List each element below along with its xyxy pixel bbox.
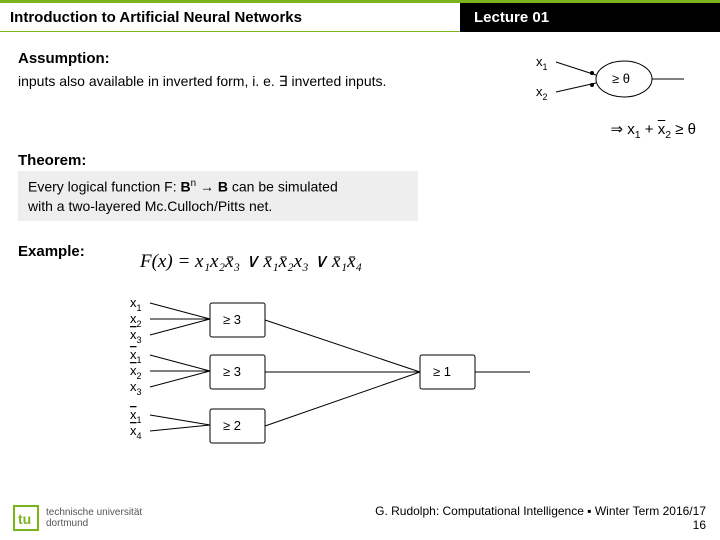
theorem-line1-post: can be simulated <box>228 179 338 195</box>
impl-plus: + <box>641 121 658 138</box>
hidden-neuron-label: ≥ 2 <box>223 418 241 433</box>
implication-arrow: ⇒ <box>611 121 624 138</box>
theorem-B1: B <box>181 179 191 195</box>
hidden-to-output-wire <box>265 372 420 426</box>
dot-x2 <box>590 83 594 87</box>
net-input-wire <box>150 355 210 371</box>
impl-geq: ≥ θ <box>671 121 696 138</box>
hidden-neuron-label: ≥ 3 <box>223 364 241 379</box>
footer-line1: G. Rudolph: Computational Intelligence ▪… <box>375 504 706 518</box>
exists-symbol: ∃ <box>279 73 288 89</box>
tu-logo-icon: tu <box>12 504 40 532</box>
assumption-text-pre: inputs also available in inverted form, … <box>18 73 279 89</box>
net-input-wire <box>150 303 210 319</box>
dot-x1 <box>590 71 594 75</box>
net-input-wire <box>150 425 210 431</box>
header-title-right: Lecture 01 <box>460 0 720 32</box>
tu-logo: tu technische universität dortmund <box>12 504 142 532</box>
network-inputs: x1x2x3x1x2x3x1x4 <box>130 295 210 441</box>
neuron-threshold: ≥ θ <box>612 71 630 86</box>
svg-text:tu: tu <box>18 511 31 527</box>
implication-expr: ⇒ x1 + x2 ≥ θ <box>611 120 696 141</box>
net-input-label: x3 <box>130 379 142 397</box>
net-input-wire <box>150 415 210 425</box>
slide-header: Introduction to Artificial Neural Networ… <box>0 0 720 32</box>
net-input-label: x4 <box>130 423 142 441</box>
theorem-line2: with a two-layered Mc.Culloch/Pitts net. <box>28 198 272 214</box>
footer-page: 16 <box>693 518 706 532</box>
output-neuron-label: ≥ 1 <box>433 364 451 379</box>
x1-label: x1 <box>536 54 548 72</box>
theorem-line1-pre: Every logical function F: <box>28 179 181 195</box>
logo-line1: technische universität <box>46 507 142 518</box>
wire-x1 <box>556 62 596 75</box>
theorem-arrow: → <box>196 179 218 195</box>
hidden-neuron-label: ≥ 3 <box>223 312 241 327</box>
title-left-text: Introduction to Artificial Neural Networ… <box>10 9 302 26</box>
slide-footer: G. Rudolph: Computational Intelligence ▪… <box>375 504 706 532</box>
impl-x1: x1 <box>627 121 640 138</box>
theorem-B2: B <box>218 179 228 195</box>
formula-rhs: x₁x₂x̄₃ ∨ x̄₁x̄₂x₃ ∨ x̄₁x̄₄ <box>195 251 362 272</box>
network-diagram: x1x2x3x1x2x3x1x4 ≥ 3 ≥ 3 ≥ 2 ≥ 1 <box>130 295 550 475</box>
formula-lhs: F(x) = <box>140 251 195 272</box>
assumption-text-post: inverted inputs. <box>288 73 387 89</box>
net-input-label: x3 <box>130 327 142 345</box>
theorem-box: Every logical function F: Bn → B can be … <box>18 171 418 221</box>
logo-line2: dortmund <box>46 518 88 529</box>
title-right-text: Lecture 01 <box>474 9 549 26</box>
theorem-title: Theorem: <box>18 152 702 169</box>
net-input-wire <box>150 371 210 387</box>
network-hidden: ≥ 3 ≥ 3 ≥ 2 <box>210 303 420 443</box>
net-input-wire <box>150 319 210 335</box>
neuron-diagram-small: x1 x2 ≥ θ <box>534 50 694 110</box>
wire-x2 <box>556 83 596 92</box>
tu-logo-text: technische universität dortmund <box>46 507 142 529</box>
header-title-left: Introduction to Artificial Neural Networ… <box>0 0 460 32</box>
example-formula: F(x) = x₁x₂x̄₃ ∨ x̄₁x̄₂x₃ ∨ x̄₁x̄₄ <box>140 250 362 273</box>
hidden-to-output-wire <box>265 320 420 372</box>
x2-label: x2 <box>536 84 548 102</box>
